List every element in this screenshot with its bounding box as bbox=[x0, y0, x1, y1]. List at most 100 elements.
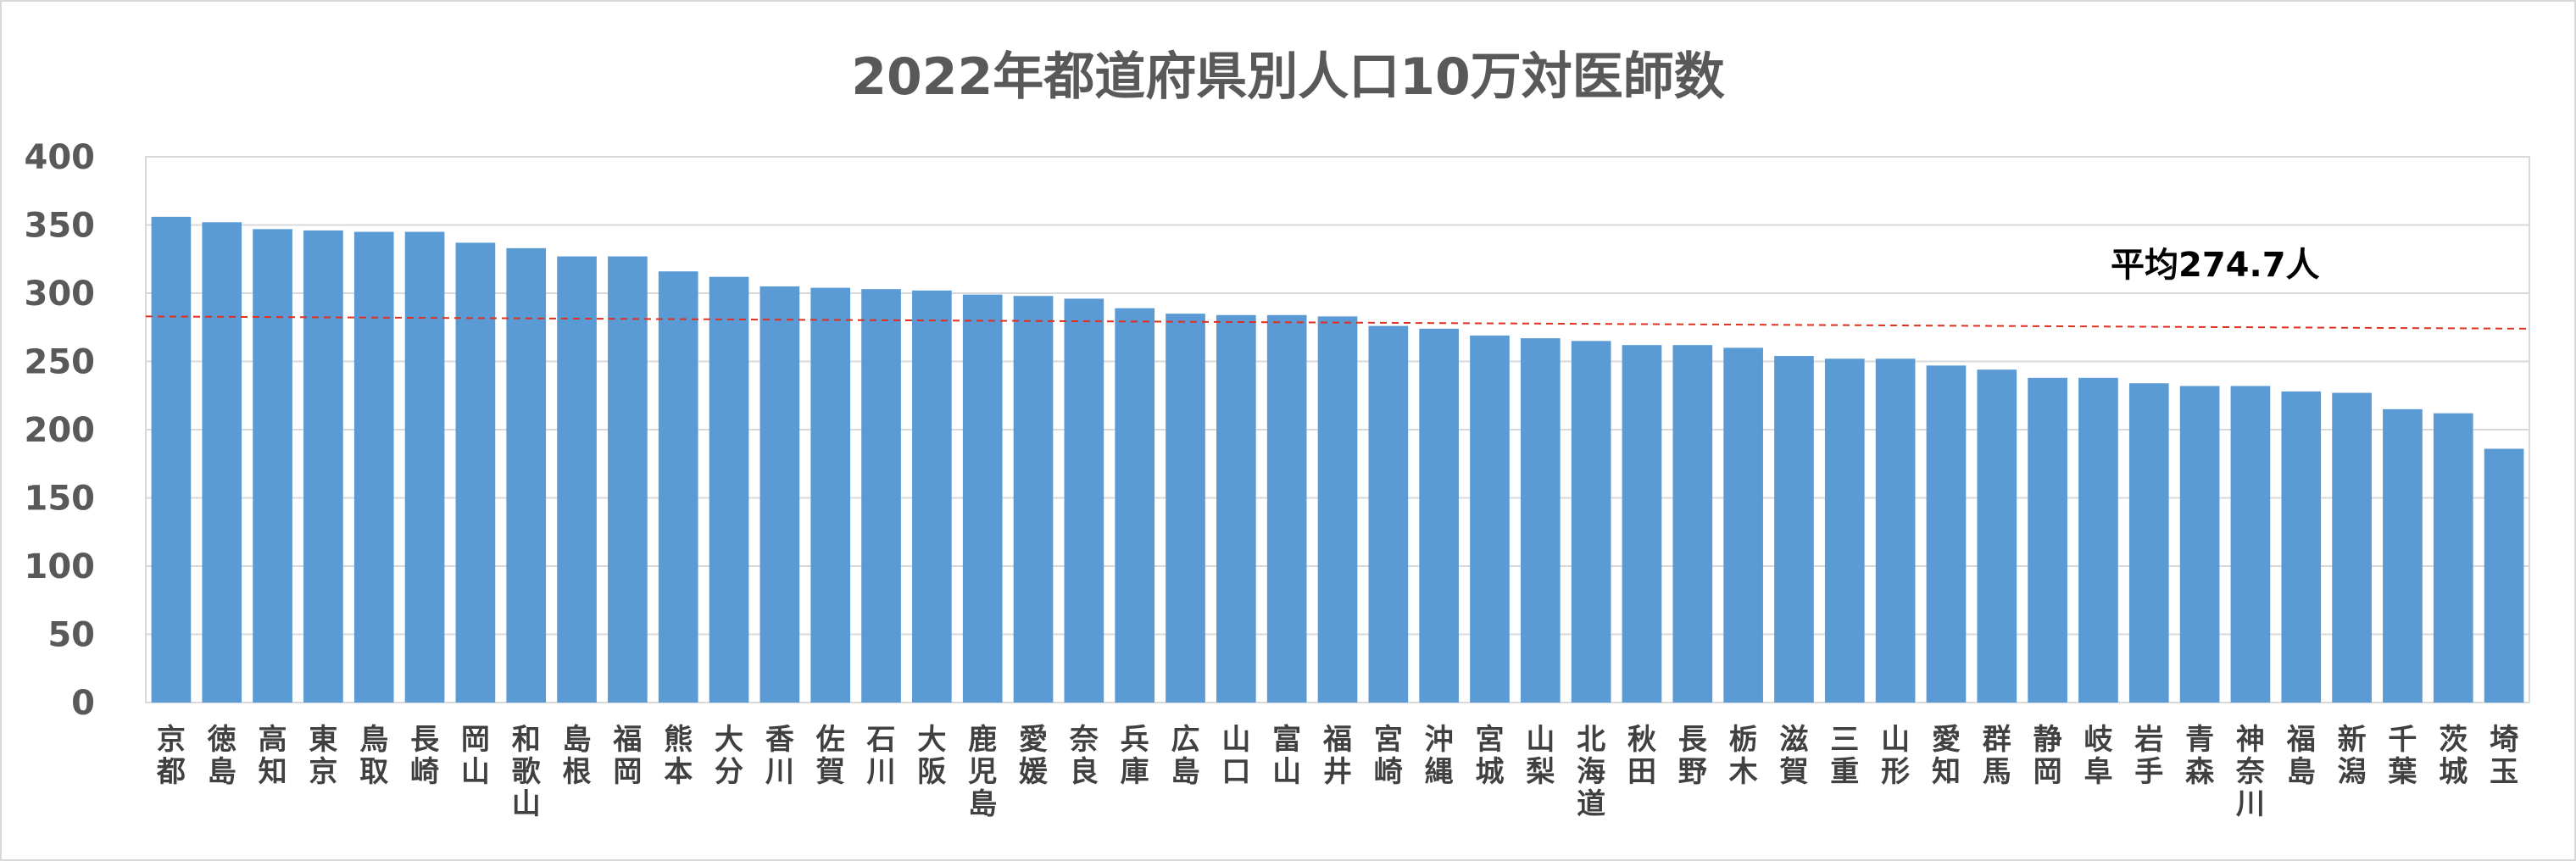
x-tick-label: 愛知 bbox=[1932, 723, 1961, 789]
bar bbox=[1774, 356, 1814, 703]
x-tick-label: 長崎 bbox=[410, 723, 440, 789]
bar bbox=[810, 287, 851, 703]
bar bbox=[1926, 365, 1967, 703]
bar bbox=[912, 290, 952, 703]
x-tick-label: 奈良 bbox=[1069, 723, 1099, 789]
bar bbox=[2433, 413, 2473, 703]
x-tick-label: 徳島 bbox=[207, 723, 236, 789]
y-axis-labels: 0 50 100 150 200 250 300 350 400 bbox=[25, 138, 96, 723]
average-line-group bbox=[145, 315, 2530, 330]
x-tick-label: 宮城 bbox=[1475, 723, 1504, 789]
bar bbox=[962, 294, 1003, 703]
bar bbox=[303, 230, 343, 703]
x-tick-label: 岡山 bbox=[461, 723, 490, 789]
bar bbox=[2281, 391, 2322, 703]
bar bbox=[202, 222, 242, 703]
x-tick-label: 岐阜 bbox=[2084, 723, 2112, 789]
x-tick-label: 富山 bbox=[1272, 723, 1301, 789]
bar bbox=[1520, 338, 1561, 703]
x-tick-label: 福岡 bbox=[612, 723, 642, 789]
x-tick-label: 三重 bbox=[1830, 723, 1859, 789]
y-tick-label: 100 bbox=[25, 547, 96, 586]
bar bbox=[1064, 298, 1104, 703]
bar bbox=[506, 247, 547, 703]
y-tick-label: 350 bbox=[25, 207, 96, 246]
bar bbox=[353, 231, 394, 703]
x-tick-label: 青森 bbox=[2185, 723, 2215, 789]
bar bbox=[658, 271, 698, 703]
x-tick-label: 兵庫 bbox=[1121, 723, 1149, 789]
x-tick-label: 北海道 bbox=[1577, 723, 1605, 821]
x-tick-label: 和歌山 bbox=[512, 723, 542, 821]
bar bbox=[1166, 314, 1205, 703]
bar bbox=[1470, 335, 1510, 703]
x-tick-label: 熊本 bbox=[664, 723, 693, 789]
x-tick-label: 岩手 bbox=[2134, 723, 2163, 789]
bar bbox=[2230, 386, 2271, 703]
bar bbox=[2128, 383, 2169, 703]
x-tick-label: 高知 bbox=[259, 723, 287, 789]
bar bbox=[455, 242, 496, 703]
x-tick-label: 山口 bbox=[1221, 723, 1250, 789]
y-tick-label: 250 bbox=[25, 343, 96, 382]
x-tick-label: 長野 bbox=[1678, 723, 1708, 789]
x-tick-label: 茨城 bbox=[2439, 723, 2468, 789]
bar bbox=[151, 216, 192, 703]
bar bbox=[1266, 314, 1307, 703]
bars bbox=[151, 216, 2524, 703]
x-tick-label: 鳥取 bbox=[359, 723, 388, 789]
bar bbox=[1571, 341, 1611, 703]
x-tick-label: 神奈川 bbox=[2235, 723, 2265, 821]
bar bbox=[557, 256, 597, 703]
x-tick-label: 東京 bbox=[309, 723, 337, 789]
x-tick-label: 新潟 bbox=[2338, 723, 2367, 789]
x-tick-label: 大阪 bbox=[917, 723, 946, 789]
y-tick-label: 300 bbox=[25, 275, 96, 314]
x-tick-label: 香川 bbox=[765, 723, 794, 789]
x-tick-label: 京都 bbox=[156, 723, 186, 789]
x-tick-label: 沖縄 bbox=[1425, 723, 1454, 789]
x-tick-label: 群馬 bbox=[1983, 723, 2011, 789]
y-tick-label: 400 bbox=[25, 138, 96, 177]
bar bbox=[1368, 325, 1409, 703]
bar bbox=[1115, 308, 1155, 703]
bar bbox=[1013, 296, 1054, 703]
y-tick-label: 150 bbox=[25, 480, 96, 519]
bar bbox=[861, 289, 901, 703]
average-label: 平均274.7人 bbox=[2111, 246, 2320, 285]
bar bbox=[1875, 358, 1916, 703]
x-tick-label: 福島 bbox=[2286, 723, 2316, 789]
y-tick-label: 50 bbox=[47, 616, 95, 655]
x-tick-label: 山形 bbox=[1881, 723, 1910, 789]
x-tick-label: 島根 bbox=[563, 723, 592, 789]
bar bbox=[2028, 377, 2067, 703]
bar bbox=[1824, 358, 1865, 703]
bar bbox=[404, 231, 445, 703]
bar bbox=[709, 276, 749, 703]
x-tick-label: 埼玉 bbox=[2490, 723, 2518, 789]
x-tick-label: 宮崎 bbox=[1374, 723, 1403, 789]
bar bbox=[1419, 328, 1459, 703]
x-tick-label: 栃木 bbox=[1728, 723, 1758, 789]
bar bbox=[1723, 347, 1763, 703]
bar bbox=[759, 286, 800, 703]
bar bbox=[1317, 316, 1358, 703]
x-tick-label: 石川 bbox=[866, 723, 896, 789]
bar bbox=[1622, 345, 1662, 703]
bar bbox=[2484, 448, 2524, 703]
x-tick-label: 静岡 bbox=[2034, 723, 2062, 789]
x-tick-label: 滋賀 bbox=[1779, 723, 1808, 789]
x-tick-label: 山梨 bbox=[1526, 723, 1555, 789]
bar bbox=[2179, 386, 2220, 703]
bar bbox=[2078, 377, 2118, 703]
bar bbox=[1216, 314, 1256, 703]
y-tick-label: 200 bbox=[25, 411, 96, 450]
y-tick-label: 0 bbox=[71, 684, 95, 723]
bar bbox=[608, 256, 648, 703]
bar bbox=[1672, 345, 1713, 703]
chart-title: 2022年都道府県別人口10万対医師数 bbox=[851, 47, 1725, 107]
x-tick-label: 鹿児島 bbox=[968, 723, 997, 821]
x-tick-label: 千葉 bbox=[2387, 723, 2417, 789]
x-tick-label: 福井 bbox=[1322, 723, 1352, 789]
